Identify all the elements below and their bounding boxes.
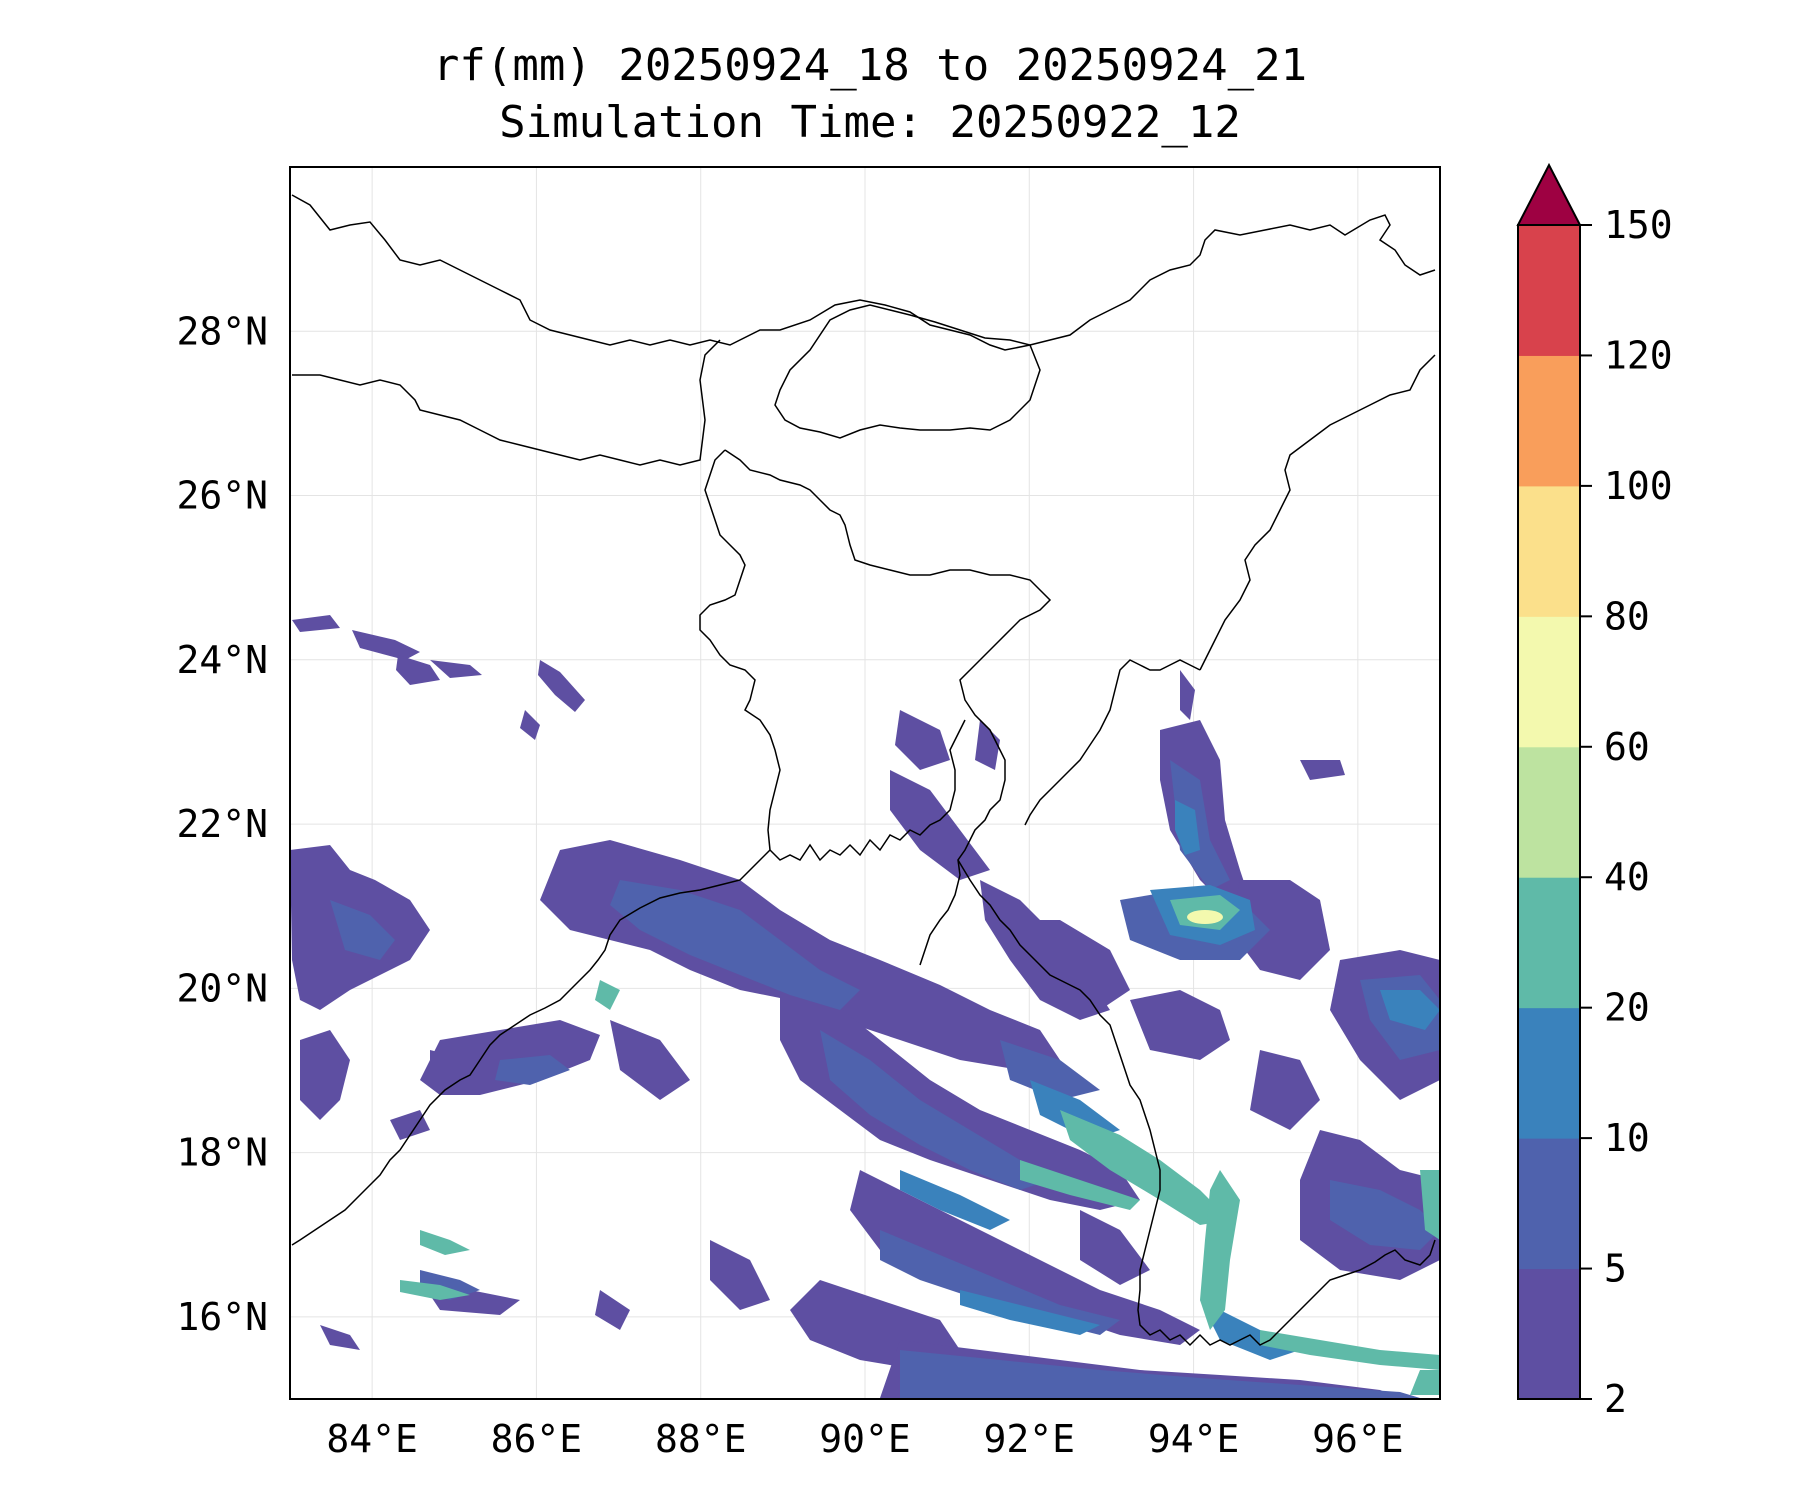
lon-tick-label: 88°E bbox=[655, 1417, 747, 1461]
colorbar-frame bbox=[1517, 224, 1581, 1400]
colorbar-bin bbox=[1518, 1007, 1580, 1139]
boundary-himalaya-north bbox=[291, 194, 1436, 351]
rainfall-10-20mm bbox=[900, 800, 1440, 1360]
map-title-line1: rf(mm) 20250924_18 to 20250924_21 bbox=[432, 40, 1308, 91]
lat-tick-label: 16°N bbox=[176, 1295, 268, 1339]
colorbar-bin bbox=[1518, 485, 1580, 617]
colorbar-tick-label: 10 bbox=[1604, 1116, 1650, 1160]
latitude-labels: 28°N 26°N 24°N 22°N 20°N 18°N 16°N bbox=[176, 309, 268, 1339]
boundary-india-bd-west bbox=[699, 449, 781, 851]
colorbar: 2 5 10 20 40 60 80 100 120 150 bbox=[1516, 162, 1673, 1421]
boundary-bangladesh bbox=[724, 449, 1052, 966]
lon-tick-label: 96°E bbox=[1312, 1417, 1404, 1461]
boundary-nepal bbox=[292, 339, 721, 466]
coastline-bengal bbox=[291, 849, 771, 1246]
colorbar-tick-label: 120 bbox=[1604, 333, 1673, 377]
map-boundaries bbox=[291, 194, 1436, 1347]
colorbar-bin bbox=[1518, 225, 1580, 356]
rainfall-field bbox=[290, 615, 1440, 1398]
colorbar-tick-label: 80 bbox=[1604, 594, 1650, 638]
colorbar-tick-label: 100 bbox=[1604, 464, 1673, 508]
lat-tick-label: 26°N bbox=[176, 474, 268, 518]
lat-tick-label: 28°N bbox=[176, 309, 268, 353]
lon-tick-label: 86°E bbox=[491, 1417, 583, 1461]
lon-tick-label: 90°E bbox=[819, 1417, 911, 1461]
longitude-labels: 84°E 86°E 88°E 90°E 92°E 94°E 96°E bbox=[326, 1417, 1403, 1461]
map-title-line2: Simulation Time: 20250922_12 bbox=[499, 97, 1241, 148]
boundary-bhutan bbox=[774, 304, 1041, 439]
map-frame bbox=[289, 166, 1441, 1400]
colorbar-tick-label: 150 bbox=[1604, 203, 1673, 247]
lat-tick-label: 20°N bbox=[176, 966, 268, 1010]
colorbar-bin bbox=[1518, 1268, 1580, 1400]
colorbar-tick-label: 20 bbox=[1604, 986, 1650, 1030]
colorbar-bin bbox=[1518, 746, 1580, 878]
coastline-myanmar bbox=[957, 859, 1436, 1347]
colorbar-tick-label: 5 bbox=[1604, 1247, 1627, 1291]
boundary-myanmar-india bbox=[1024, 659, 1201, 826]
colorbar-bin bbox=[1518, 355, 1580, 487]
lat-tick-label: 24°N bbox=[176, 638, 268, 682]
lon-tick-label: 92°E bbox=[984, 1417, 1076, 1461]
lat-tick-label: 22°N bbox=[176, 802, 268, 846]
colorbar-tick-label: 2 bbox=[1604, 1377, 1627, 1421]
colorbar-bin bbox=[1518, 877, 1580, 1009]
colorbar-tick-label: 60 bbox=[1604, 725, 1650, 769]
rainfall-60-80mm bbox=[1187, 910, 1223, 924]
colorbar-extend-arrow bbox=[1516, 162, 1582, 226]
boundary-assam-northeast bbox=[1199, 354, 1436, 671]
coastline-sundarbans bbox=[769, 719, 966, 862]
colorbar-bin bbox=[1518, 616, 1580, 748]
lon-tick-label: 94°E bbox=[1148, 1417, 1240, 1461]
colorbar-bin bbox=[1518, 1138, 1580, 1270]
lon-tick-label: 84°E bbox=[326, 1417, 418, 1461]
colorbar-tick-label: 40 bbox=[1604, 855, 1650, 899]
lat-tick-label: 18°N bbox=[176, 1131, 268, 1175]
